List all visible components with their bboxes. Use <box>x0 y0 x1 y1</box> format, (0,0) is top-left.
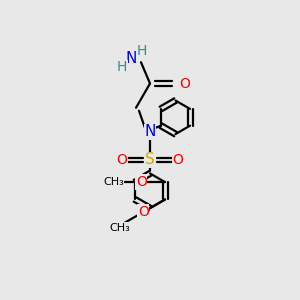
Text: H: H <box>117 60 127 74</box>
Text: O: O <box>172 153 183 167</box>
Text: N: N <box>125 51 137 66</box>
Text: N: N <box>144 124 156 140</box>
Text: S: S <box>145 152 155 167</box>
Text: O: O <box>180 76 190 91</box>
Text: O: O <box>138 205 148 219</box>
Text: H: H <box>137 44 147 58</box>
Text: CH₃: CH₃ <box>103 177 124 187</box>
Text: O: O <box>117 153 128 167</box>
Text: O: O <box>136 175 147 189</box>
Text: CH₃: CH₃ <box>109 223 130 233</box>
